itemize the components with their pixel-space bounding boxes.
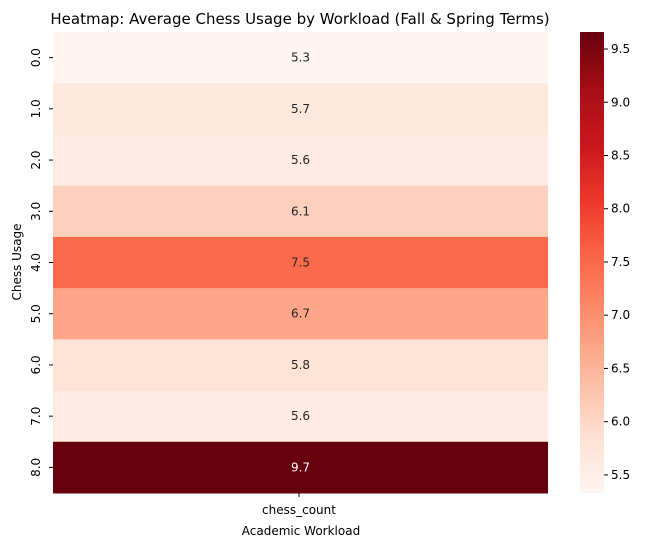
colorbar-tick-label: 7.0 [611,308,630,322]
y-tick-label: 7.0 [29,407,43,426]
x-axis-label: Academic Workload [242,524,360,538]
y-tick-labels: 0.0 1.0 2.0 3.0 4.0 5.0 6.0 7.0 8.0 [29,48,43,477]
y-tick-label: 0.0 [29,48,43,67]
y-tick-label: 3.0 [29,202,43,221]
y-tick-label: 4.0 [29,253,43,272]
chart-title: Heatmap: Average Chess Usage by Workload… [50,10,549,28]
colorbar-tick-label: 8.0 [611,202,630,216]
cell-value-label: 7.5 [291,256,310,270]
y-tick-label: 8.0 [29,458,43,477]
y-tick-label: 5.0 [29,304,43,323]
heatmap-cell [53,441,548,494]
colorbar-tick-label: 9.0 [611,95,630,109]
cell-value-label: 6.7 [291,307,310,321]
cell-value-label: 6.1 [291,204,310,218]
y-tick-label: 6.0 [29,355,43,374]
colorbar-ticks: 5.5 6.0 6.5 7.0 7.5 8.0 8.5 9.0 9.5 [604,42,630,482]
y-tick-label: 2.0 [29,151,43,170]
heatmap-cell [53,134,548,187]
heatmap-cell [53,83,548,135]
cell-value-label: 9.7 [291,460,310,474]
colorbar-tick-label: 7.5 [611,255,630,269]
colorbar-tick-label: 5.5 [611,468,630,482]
y-axis-label: Chess Usage [10,223,24,300]
x-tick-label: chess_count [262,503,336,517]
colorbar [580,32,604,493]
cell-value-label: 5.6 [291,409,310,423]
heatmap-cell [53,339,548,392]
cell-value-label: 5.6 [291,153,310,167]
heatmap-cell [53,32,548,84]
heatmap-cell [53,236,548,289]
cell-value-label: 5.8 [291,358,310,372]
colorbar-tick-label: 6.0 [611,415,630,429]
colorbar-tick-label: 8.5 [611,149,630,163]
colorbar-tick-label: 6.5 [611,361,630,375]
colorbar-tick-label: 9.5 [611,42,630,56]
heatmap-cell [53,185,548,238]
cell-value-label: 5.7 [291,102,310,116]
cell-value-label: 5.3 [291,51,310,65]
heatmap-cell [53,390,548,443]
y-tick-label: 1.0 [29,99,43,118]
heatmap-cell [53,288,548,340]
y-tick-marks [49,57,53,468]
heatmap-cells: 5.3 5.7 5.6 6.1 7.5 6.7 5.8 5.6 9.7 [53,32,548,494]
